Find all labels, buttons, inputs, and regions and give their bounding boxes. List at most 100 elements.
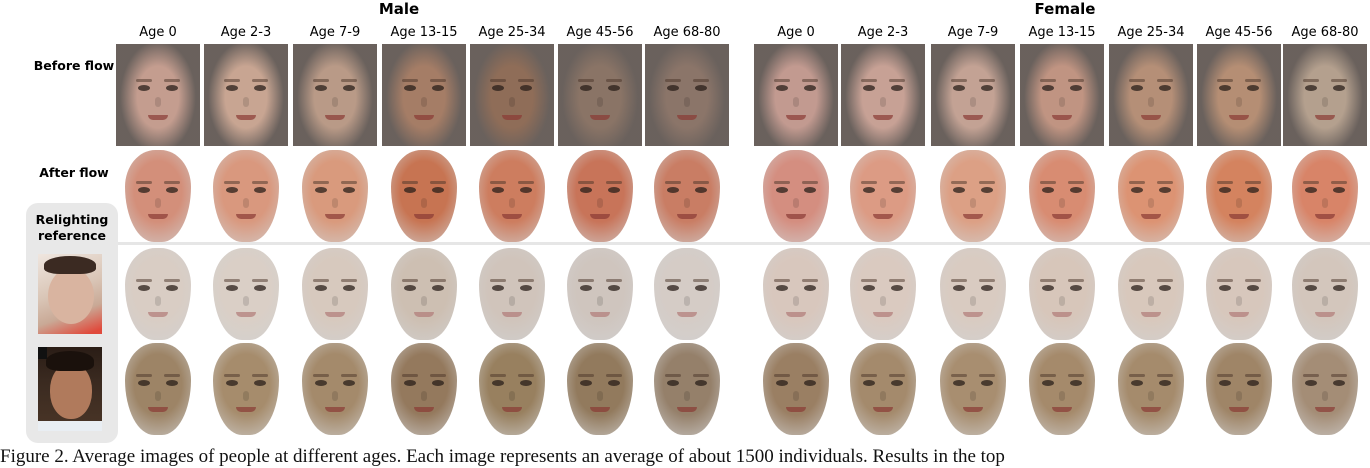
- brow-mark: [578, 78, 594, 82]
- brow-mark: [430, 181, 446, 185]
- brow-mark: [1303, 181, 1319, 185]
- nose-mark: [1322, 295, 1328, 306]
- mouth-mark: [414, 115, 434, 121]
- relight-2-face-male-2: [302, 343, 368, 435]
- brow-mark: [1217, 374, 1233, 378]
- mouth-mark: [502, 312, 522, 318]
- brow-mark: [861, 78, 877, 82]
- nose-mark: [509, 97, 515, 108]
- eye-mark: [520, 379, 532, 386]
- brow-mark: [1040, 181, 1056, 185]
- brow-mark: [164, 374, 180, 378]
- mouth-mark: [963, 115, 983, 121]
- brow-mark: [430, 279, 446, 283]
- nose-mark: [597, 97, 603, 108]
- brow-mark: [164, 78, 180, 82]
- eye-mark: [1159, 284, 1171, 291]
- mouth-mark: [1229, 214, 1249, 220]
- nose-mark: [793, 390, 799, 401]
- mouth-mark: [873, 115, 893, 121]
- brow-mark: [224, 279, 240, 283]
- mouth-mark: [325, 214, 345, 220]
- mouth-mark: [677, 407, 697, 413]
- brow-mark: [1068, 78, 1084, 82]
- nose-mark: [1322, 390, 1328, 401]
- eye-mark: [804, 84, 816, 91]
- brow-mark: [430, 374, 446, 378]
- eye-mark: [1042, 284, 1054, 291]
- brow-mark: [1303, 78, 1319, 82]
- mouth-mark: [1315, 407, 1335, 413]
- eye-mark: [1333, 84, 1345, 91]
- before-flow-photo-female-4: [1109, 44, 1193, 146]
- brow-mark: [490, 374, 506, 378]
- eye-mark: [254, 84, 266, 91]
- brow-mark: [1331, 181, 1347, 185]
- brow-mark: [1217, 181, 1233, 185]
- brow-mark: [665, 78, 681, 82]
- nose-mark: [597, 295, 603, 306]
- brow-mark: [979, 181, 995, 185]
- eye-mark: [1305, 84, 1317, 91]
- eye-mark: [1219, 284, 1231, 291]
- brow-mark: [693, 78, 709, 82]
- relight-1-face-female-3: [1029, 248, 1095, 340]
- brow-mark: [518, 279, 534, 283]
- eye-mark: [953, 284, 965, 291]
- eye-mark: [315, 84, 327, 91]
- before-flow-photo-female-1: [841, 44, 925, 146]
- brow-mark: [774, 78, 790, 82]
- before-flow-photo-female-0: [754, 44, 838, 146]
- brow-mark: [1245, 181, 1261, 185]
- eye-mark: [981, 284, 993, 291]
- brow-mark: [802, 374, 818, 378]
- brow-mark: [578, 279, 594, 283]
- eye-mark: [1219, 379, 1231, 386]
- nose-mark: [684, 197, 690, 208]
- eye-mark: [520, 186, 532, 193]
- nose-mark: [1059, 295, 1065, 306]
- brow-mark: [1157, 78, 1173, 82]
- nose-mark: [970, 197, 976, 208]
- eye-mark: [953, 84, 965, 91]
- mouth-mark: [414, 214, 434, 220]
- nose-mark: [793, 97, 799, 108]
- nose-mark: [1148, 97, 1154, 108]
- eye-mark: [1159, 186, 1171, 193]
- brow-mark: [861, 181, 877, 185]
- brow-mark: [802, 78, 818, 82]
- brow-mark: [578, 181, 594, 185]
- nose-mark: [421, 390, 427, 401]
- eye-mark: [343, 84, 355, 91]
- eye-mark: [804, 186, 816, 193]
- eye-mark: [254, 379, 266, 386]
- age-label-male-1: Age 2-3: [220, 25, 272, 40]
- nose-mark: [332, 295, 338, 306]
- eye-mark: [315, 284, 327, 291]
- mouth-mark: [786, 312, 806, 318]
- relighting-label-line2: reference: [38, 228, 106, 243]
- eye-mark: [1070, 379, 1082, 386]
- brow-mark: [136, 279, 152, 283]
- eye-mark: [166, 379, 178, 386]
- brow-mark: [1129, 374, 1145, 378]
- nose-mark: [243, 197, 249, 208]
- brow-mark: [693, 181, 709, 185]
- brow-mark: [252, 279, 268, 283]
- brow-mark: [1040, 374, 1056, 378]
- brow-mark: [889, 78, 905, 82]
- mouth-mark: [590, 115, 610, 121]
- brow-mark: [224, 78, 240, 82]
- brow-mark: [402, 374, 418, 378]
- brow-mark: [889, 181, 905, 185]
- relight-2-face-female-5: [1206, 343, 1272, 435]
- brow-mark: [951, 78, 967, 82]
- eye-mark: [1219, 84, 1231, 91]
- nose-mark: [155, 197, 161, 208]
- brow-mark: [252, 78, 268, 82]
- eye-mark: [863, 379, 875, 386]
- relighting-label-line1: Relighting: [35, 212, 109, 227]
- mouth-mark: [236, 214, 256, 220]
- mouth-mark: [786, 214, 806, 220]
- brow-mark: [224, 374, 240, 378]
